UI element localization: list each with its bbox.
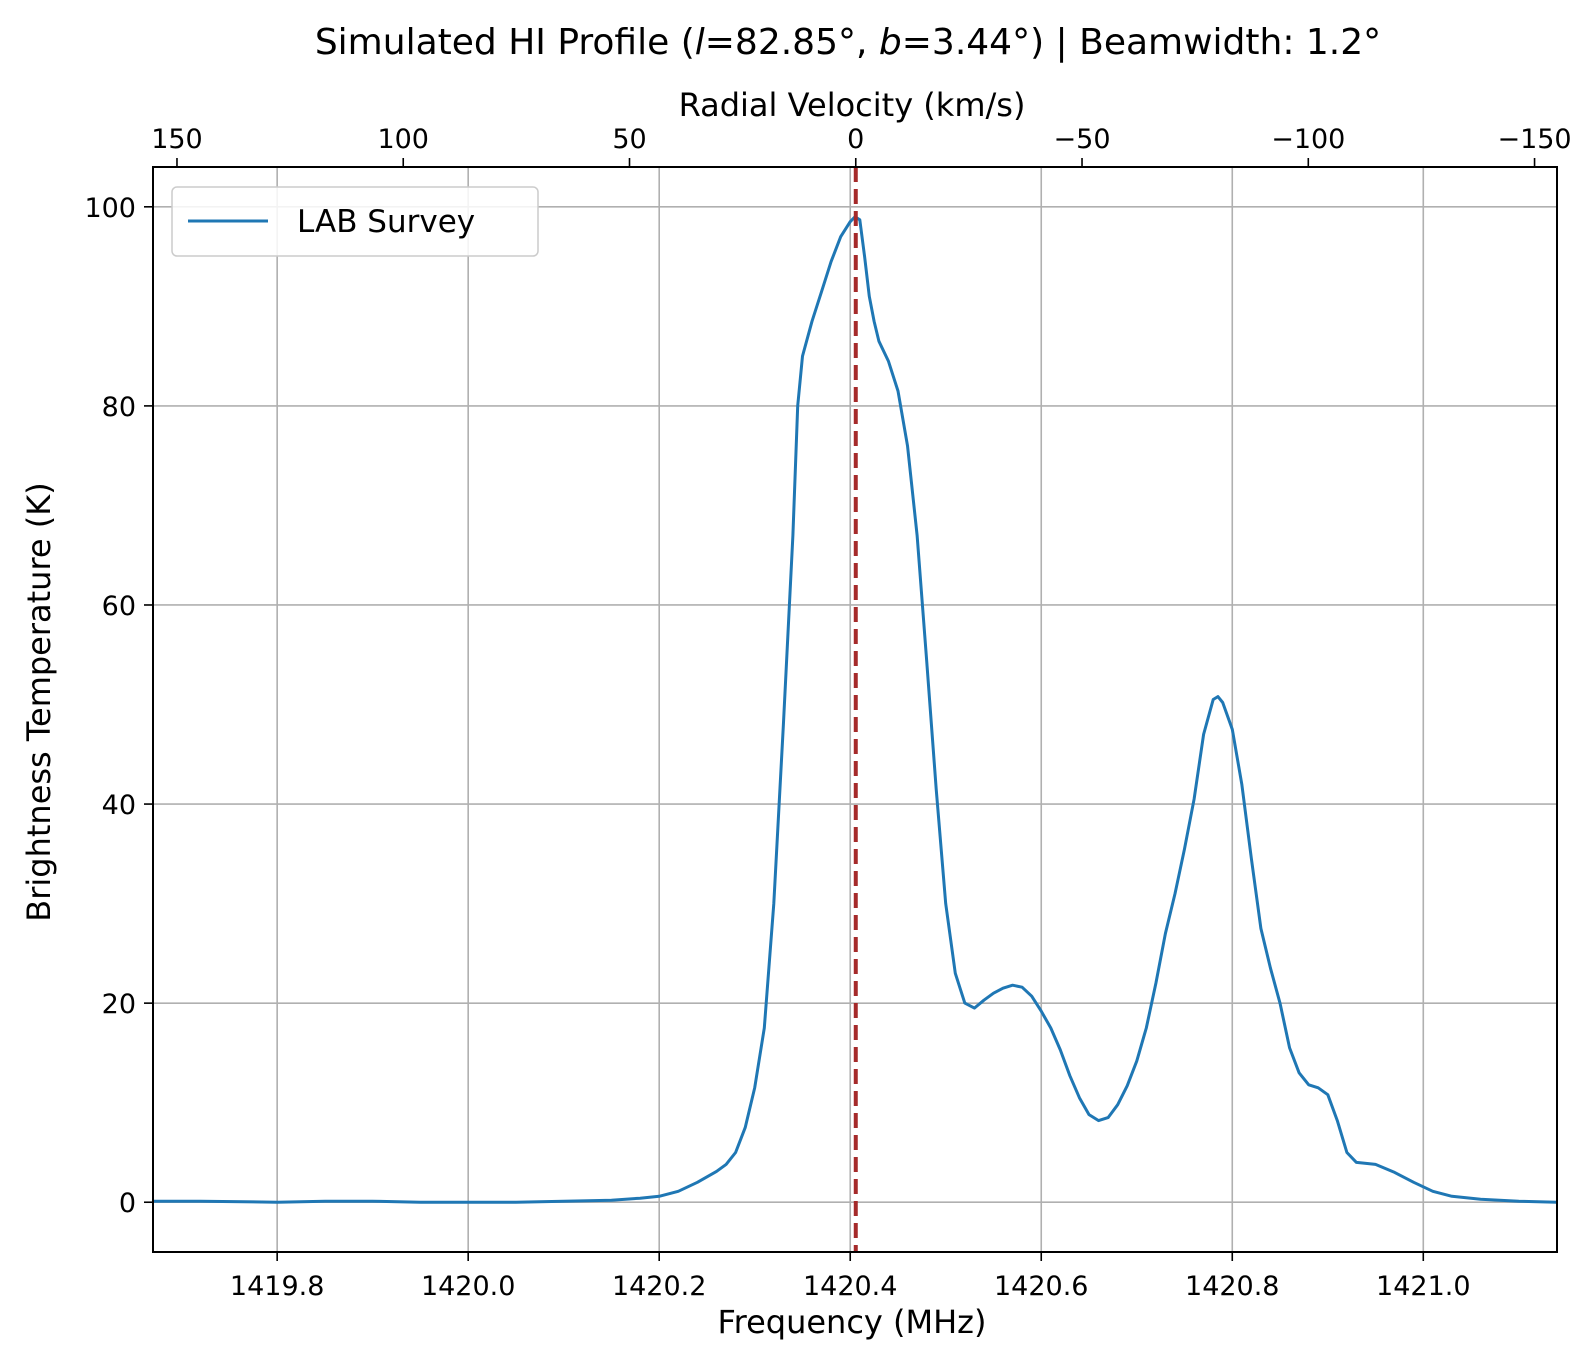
title-l-value: =82.85°,	[705, 22, 879, 63]
y-tick-label: 40	[102, 790, 136, 821]
x-tick-label: 1420.6	[994, 1271, 1088, 1302]
x-tick-label: 1420.2	[612, 1271, 706, 1302]
top-tick-label: 50	[612, 124, 646, 155]
x-tick-label: 1420.4	[803, 1271, 897, 1302]
y-tick-label: 60	[102, 591, 136, 622]
axis-ticks: 1419.8 1420.0 1420.2 1420.4 1420.6 1420.8 1421…	[84, 124, 1571, 1302]
series-layer	[153, 167, 1558, 1252]
title-b-symbol: b	[879, 22, 902, 63]
legend: LAB Survey	[171, 186, 539, 257]
legend-box	[171, 186, 539, 257]
top-tick-label: −100	[1271, 124, 1345, 155]
y-tick-label: 80	[102, 392, 136, 423]
top-axis-label: Radial Velocity (km/s)	[679, 86, 1026, 124]
top-tick-label: 0	[847, 124, 864, 155]
title-l-symbol: l	[695, 22, 705, 63]
x-tick-label: 1420.0	[421, 1271, 515, 1302]
x-axis-label: Frequency (MHz)	[718, 1303, 987, 1341]
top-tick-label: −150	[1497, 124, 1571, 155]
x-tick-label: 1420.8	[1185, 1271, 1279, 1302]
x-tick-label: 1421.0	[1376, 1271, 1470, 1302]
title-b-value: =3.44°) | Beamwidth: 1.2°	[902, 22, 1381, 63]
top-tick-label: 150	[151, 124, 203, 155]
top-tick-label: −50	[1054, 124, 1111, 155]
legend-label: LAB Survey	[297, 204, 475, 240]
y-tick-label: 100	[84, 193, 136, 224]
top-tick-label: 100	[377, 124, 429, 155]
y-tick-label: 20	[102, 989, 136, 1020]
chart-title: Simulated HI Profile (l=82.85°, b=3.44°)…	[315, 22, 1381, 63]
series-line-lab-survey	[153, 215, 1558, 1204]
y-tick-label: 0	[119, 1188, 136, 1219]
grid-lines	[153, 167, 1557, 1252]
x-tick-label: 1419.8	[230, 1271, 324, 1302]
title-prefix: Simulated HI Profile (	[315, 22, 695, 63]
y-axis-label: Brightness Temperature (K)	[20, 482, 58, 921]
